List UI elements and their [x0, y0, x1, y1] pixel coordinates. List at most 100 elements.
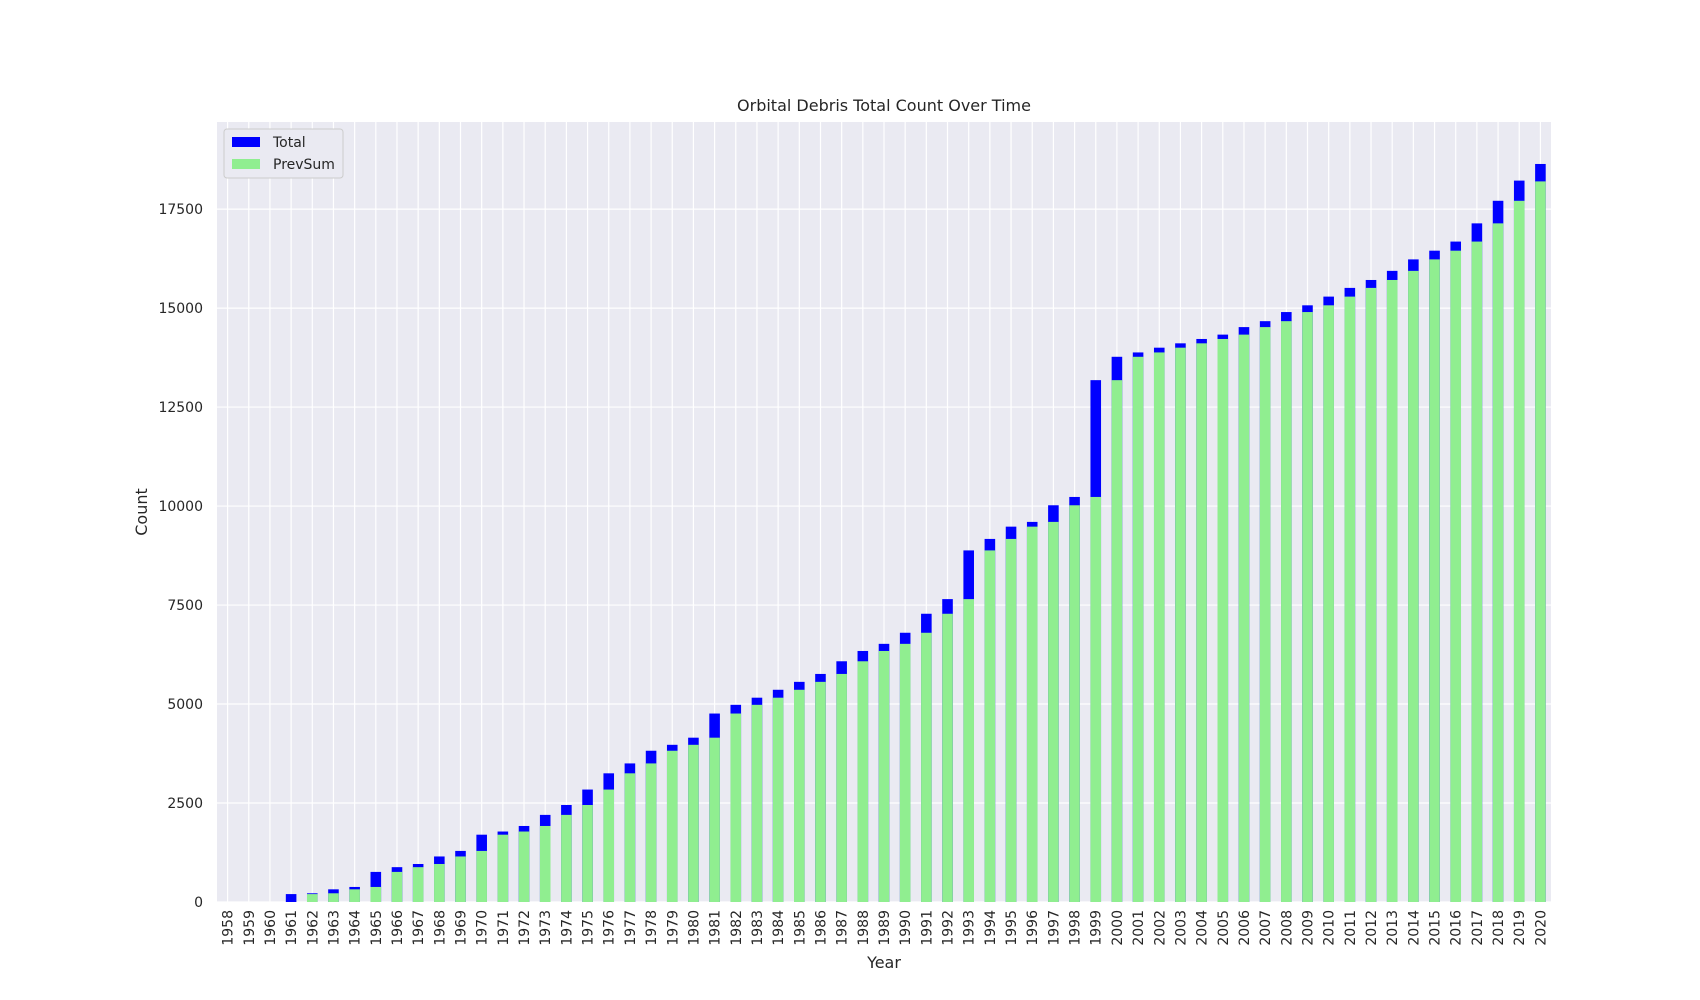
bar-prevsum-2014: [1408, 270, 1419, 902]
x-tick-label: 2014: [1406, 910, 1422, 946]
x-tick-label: 2001: [1131, 910, 1147, 946]
bar-prevsum-1980: [688, 744, 699, 902]
x-tick-label: 2017: [1470, 910, 1486, 946]
bar-prevsum-1981: [709, 737, 720, 902]
y-tick-label: 12500: [158, 400, 203, 416]
x-tick-label: 2016: [1449, 910, 1465, 946]
x-tick-label: 1986: [813, 910, 829, 946]
x-tick-label: 2005: [1216, 910, 1232, 946]
x-tick-label: 2007: [1258, 910, 1274, 946]
y-tick-label: 17500: [158, 202, 203, 218]
bar-prevsum-2018: [1492, 223, 1504, 902]
x-tick-label: 2004: [1195, 910, 1211, 946]
bar-prevsum-2011: [1344, 296, 1356, 902]
bar-prevsum-1988: [857, 661, 869, 902]
x-tick-label: 2012: [1364, 910, 1380, 946]
bar-prevsum-1971: [497, 834, 509, 902]
bar-prevsum-1977: [624, 773, 636, 902]
bars: [285, 163, 1546, 903]
x-tick-label: 1992: [941, 910, 957, 946]
y-tick-label: 7500: [167, 598, 203, 614]
x-tick-label: 2010: [1322, 910, 1338, 946]
x-tick-label: 1964: [348, 910, 364, 946]
bar-prevsum-2000: [1111, 380, 1123, 902]
bar-prevsum-1969: [455, 856, 466, 902]
legend-swatch-total: [232, 137, 260, 147]
bar-prevsum-1965: [370, 886, 382, 902]
bar-prevsum-1962: [306, 894, 318, 902]
legend-label-total: Total: [272, 135, 306, 151]
x-tick-label: 2019: [1512, 910, 1528, 946]
x-tick-label: 2008: [1279, 910, 1295, 946]
chart-title: Orbital Debris Total Count Over Time: [737, 96, 1031, 115]
bar-prevsum-2012: [1365, 287, 1377, 903]
y-axis-label: Count: [132, 488, 151, 536]
x-tick-label: 1973: [538, 910, 554, 946]
bar-prevsum-2003: [1175, 347, 1186, 902]
bar-prevsum-2020: [1535, 181, 1546, 902]
x-tick-label: 1998: [1068, 910, 1084, 946]
bar-prevsum-1985: [794, 689, 805, 902]
x-tick-label: 2015: [1428, 910, 1444, 946]
x-axis-label: Year: [866, 953, 901, 972]
y-tick-label: 2500: [167, 796, 203, 812]
x-tick-label: 1965: [369, 910, 385, 946]
x-tick-label: 1966: [390, 910, 406, 946]
x-tick-label: 1963: [326, 910, 342, 946]
x-tick-label: 1999: [1089, 910, 1105, 946]
legend-label-prevsum: PrevSum: [273, 157, 335, 173]
x-tick-label: 1981: [708, 910, 724, 946]
bar-prevsum-2007: [1259, 327, 1271, 902]
bar-total-1961: [285, 894, 297, 902]
x-tick-label: 2011: [1343, 910, 1359, 946]
x-tick-label: 2006: [1237, 910, 1253, 946]
bar-prevsum-1986: [815, 681, 826, 902]
bar-prevsum-1992: [942, 613, 953, 902]
bar-prevsum-1993: [963, 599, 974, 902]
x-tick-label: 1971: [496, 910, 512, 946]
x-tick-label: 1994: [983, 910, 999, 946]
bar-prevsum-2009: [1302, 312, 1313, 902]
y-tick-label: 0: [194, 895, 203, 911]
x-tick-label: 1982: [729, 910, 745, 946]
x-tick-label: 2009: [1300, 910, 1316, 946]
x-tick-label: 1991: [919, 910, 935, 946]
x-tick-label: 1980: [686, 910, 702, 946]
bar-prevsum-1996: [1026, 526, 1038, 902]
bar-prevsum-1982: [730, 713, 742, 902]
bar-prevsum-1973: [539, 825, 551, 902]
bar-prevsum-1963: [328, 893, 339, 902]
y-tick-labels: 0 2500 5000 7500 10000 12500 15000 17500: [158, 202, 203, 911]
bar-prevsum-1997: [1048, 521, 1059, 902]
x-tick-label: 2013: [1385, 910, 1401, 946]
bar-prevsum-1967: [412, 867, 424, 902]
bar-prevsum-1987: [836, 673, 847, 902]
x-tick-labels: 1958 1959 1960 1961 1962 1963 1964 1965 1966 1967…: [221, 910, 1550, 946]
x-tick-label: 1976: [602, 910, 618, 946]
x-tick-label: 1990: [898, 910, 914, 946]
bar-prevsum-1978: [645, 763, 657, 902]
x-tick-label: 2002: [1152, 910, 1168, 946]
bar-prevsum-1974: [561, 814, 572, 902]
x-tick-label: 1989: [877, 910, 893, 946]
bar-prevsum-1991: [921, 632, 932, 902]
bar-prevsum-1995: [1005, 538, 1017, 902]
bar-prevsum-2006: [1238, 334, 1250, 903]
legend: Total PrevSum: [223, 128, 344, 179]
y-tick-label: 5000: [167, 697, 203, 713]
x-tick-label: 1970: [475, 910, 491, 946]
bar-prevsum-1999: [1090, 496, 1102, 902]
bar-prevsum-1984: [772, 697, 784, 902]
x-tick-label: 1968: [432, 910, 448, 946]
x-tick-label: 1997: [1046, 910, 1062, 946]
bar-prevsum-2017: [1471, 241, 1483, 902]
bar-prevsum-1970: [476, 850, 487, 902]
bar-prevsum-2019: [1513, 200, 1525, 903]
x-tick-label: 1960: [263, 910, 279, 946]
x-tick-label: 1993: [962, 910, 978, 946]
x-tick-label: 1967: [411, 910, 427, 946]
x-tick-label: 1972: [517, 910, 533, 946]
x-tick-label: 2000: [1110, 910, 1126, 946]
bar-prevsum-2005: [1217, 338, 1229, 902]
